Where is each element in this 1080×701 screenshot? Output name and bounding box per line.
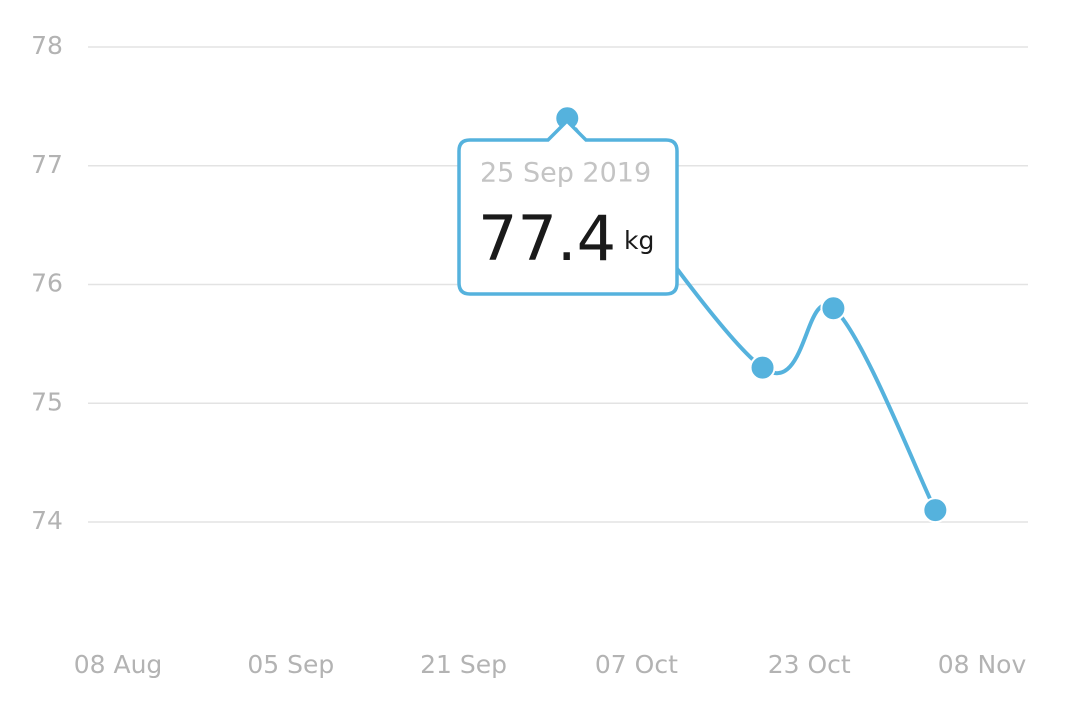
y-tick-label: 78 — [31, 31, 63, 60]
x-tick-label: 23 Oct — [768, 650, 851, 679]
y-tick-label: 76 — [31, 269, 63, 298]
y-tick-label: 74 — [31, 506, 63, 535]
y-tick-label: 75 — [31, 387, 63, 416]
tooltip-box — [457, 118, 679, 296]
x-tick-label: 05 Sep — [247, 650, 334, 679]
x-tick-label: 21 Sep — [420, 650, 507, 679]
x-tick-label: 07 Oct — [595, 650, 678, 679]
tooltip-value: 77.4 — [478, 202, 616, 275]
point — [820, 295, 847, 322]
tooltip-unit: kg — [624, 226, 654, 255]
plot-area: 74 75 76 77 78 08 Aug 05 Sep 21 Sep 07 Oct 23 Oct… — [31, 31, 1028, 679]
point — [749, 354, 776, 381]
y-tick-label: 77 — [31, 150, 63, 179]
tooltip-date: 25 Sep 2019 — [480, 158, 651, 189]
point — [922, 497, 949, 524]
x-tick-label: 08 Nov — [938, 650, 1027, 679]
tooltip: 25 Sep 2019 77.4 kg — [457, 118, 679, 296]
x-tick-label: 08 Aug — [74, 650, 163, 679]
